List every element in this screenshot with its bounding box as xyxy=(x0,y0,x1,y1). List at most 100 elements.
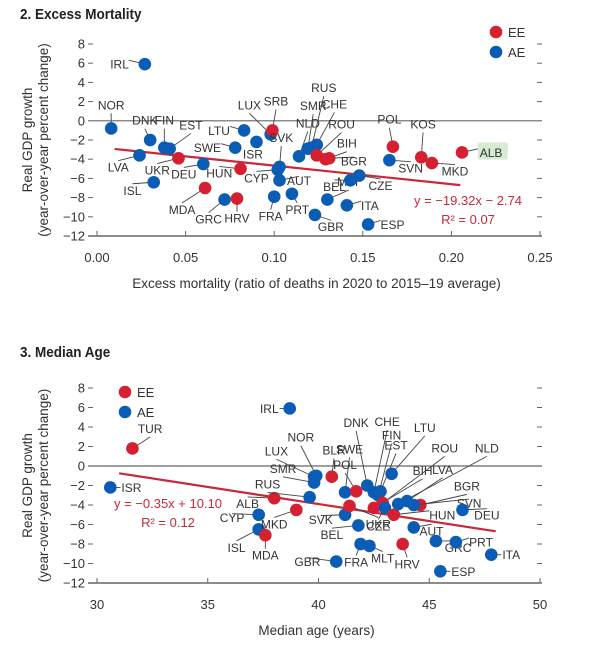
data-point-mda xyxy=(259,528,272,542)
y-tick-label: −10 xyxy=(63,209,85,224)
legend-marker-ae xyxy=(489,45,503,59)
y-tick-label: 8 xyxy=(78,381,85,396)
y-axis-title-line2: (year-over-year percent change) xyxy=(36,389,51,583)
x-tick-label: 0.10 xyxy=(262,250,287,265)
point-label: CHE xyxy=(322,97,347,111)
data-point-pol xyxy=(386,140,400,154)
data-point-ukr xyxy=(172,151,185,165)
point-label: MLT xyxy=(371,552,395,566)
point-label: ITA xyxy=(361,199,379,213)
data-point-deu xyxy=(456,503,469,517)
y-axis-title-line1: Real GDP growth xyxy=(20,88,35,193)
point-label: KOS xyxy=(410,117,435,131)
leader-line xyxy=(355,430,368,486)
chart-title-excess-mortality: 2. Excess Mortality xyxy=(20,6,142,23)
data-point-alb xyxy=(455,146,469,159)
point-label: DEU xyxy=(171,167,196,181)
data-point-ltu xyxy=(385,467,398,481)
point-label: FIN xyxy=(155,114,174,128)
point-label: HUN xyxy=(206,166,232,180)
data-point-prt xyxy=(285,187,299,201)
point-label: LTU xyxy=(414,421,436,435)
point-label: BIH xyxy=(337,137,357,151)
point-label: ITA xyxy=(502,548,520,562)
x-tick-label: 35 xyxy=(201,597,215,612)
data-point-ita xyxy=(340,198,354,212)
point-label: ALB xyxy=(236,497,259,511)
data-point-mkd xyxy=(425,156,439,170)
legend-label: EE xyxy=(508,25,526,40)
data-point-dnk xyxy=(143,133,157,147)
leader-line xyxy=(267,491,310,498)
y-tick-label: −8 xyxy=(70,537,85,552)
data-point-cze xyxy=(378,501,392,515)
point-label: ROU xyxy=(328,117,355,131)
point-label: BEL xyxy=(323,180,346,194)
y-tick-label: −4 xyxy=(70,152,85,167)
leader-line xyxy=(310,95,325,148)
data-point-srb xyxy=(266,124,279,137)
data-point-prt xyxy=(449,535,463,549)
y-tick-label: 0 xyxy=(78,113,85,128)
data-point-svn xyxy=(407,498,421,512)
trendline-r-squared: R² = 0.07 xyxy=(441,212,495,227)
data-point-hun xyxy=(234,162,247,176)
point-label: DNK xyxy=(343,416,368,430)
y-tick-label: 6 xyxy=(78,56,85,71)
data-point-aut xyxy=(407,521,421,534)
data-point-blr xyxy=(325,470,339,484)
y-axis-title-line2: (year-over-year percent change) xyxy=(36,43,51,237)
data-point-svn xyxy=(383,153,396,167)
x-axis-title: Median age (years) xyxy=(258,623,374,638)
point-label: HRV xyxy=(224,212,249,226)
data-point-gbr xyxy=(329,555,343,568)
y-tick-label: −6 xyxy=(70,517,85,532)
leader-line xyxy=(276,458,315,478)
point-label: SRB xyxy=(264,94,289,108)
data-point-ltu xyxy=(237,124,251,137)
leader-line xyxy=(398,455,488,505)
point-label: NLD xyxy=(296,117,320,131)
point-label: PRT xyxy=(285,203,309,217)
data-point-pol xyxy=(349,485,363,498)
legend-label: AE xyxy=(137,405,155,420)
y-axis-title-line1: Real GDP growth xyxy=(20,433,35,538)
x-tick-label: 0.20 xyxy=(439,250,464,265)
data-point-nor xyxy=(104,122,118,135)
y-tick-label: −10 xyxy=(63,556,85,571)
point-label: EST xyxy=(179,118,203,132)
y-tick-label: −8 xyxy=(70,190,85,205)
point-label: ISR xyxy=(243,147,263,161)
x-tick-label: 0.05 xyxy=(173,250,198,265)
point-label: NOR xyxy=(98,98,125,112)
point-label: IRL xyxy=(260,402,279,416)
y-tick-label: −12 xyxy=(63,576,85,591)
point-label: FRA xyxy=(259,210,283,224)
point-label: ISL xyxy=(123,184,141,198)
point-label: LUX xyxy=(238,98,261,112)
point-label: AUT xyxy=(287,174,312,188)
point-label: ESP xyxy=(381,218,405,232)
point-label: RUS xyxy=(311,81,336,95)
data-point-rus xyxy=(303,490,316,504)
point-label: MKD xyxy=(442,165,469,179)
data-point-irl xyxy=(283,402,297,415)
point-label: DEU xyxy=(474,509,499,523)
data-point-esp xyxy=(361,218,375,231)
point-label: HUN xyxy=(429,508,455,522)
data-point-hun xyxy=(387,508,401,522)
y-tick-label: 0 xyxy=(78,459,85,474)
point-label: SVK xyxy=(309,513,333,527)
data-point-swe xyxy=(228,141,242,154)
y-tick-label: −4 xyxy=(70,498,85,513)
point-label: MDA xyxy=(252,549,279,563)
point-label: CHE xyxy=(374,415,399,429)
point-label: ROU xyxy=(431,441,458,455)
data-point-fra xyxy=(267,190,281,203)
trendline-equation: y = −19.32x − 2.74 xyxy=(414,193,522,208)
point-label: SMR xyxy=(270,462,297,476)
point-label: CYP xyxy=(220,511,245,525)
data-point-mkd xyxy=(290,503,303,517)
point-label: BEL xyxy=(320,528,343,542)
y-tick-label: 2 xyxy=(78,439,85,454)
